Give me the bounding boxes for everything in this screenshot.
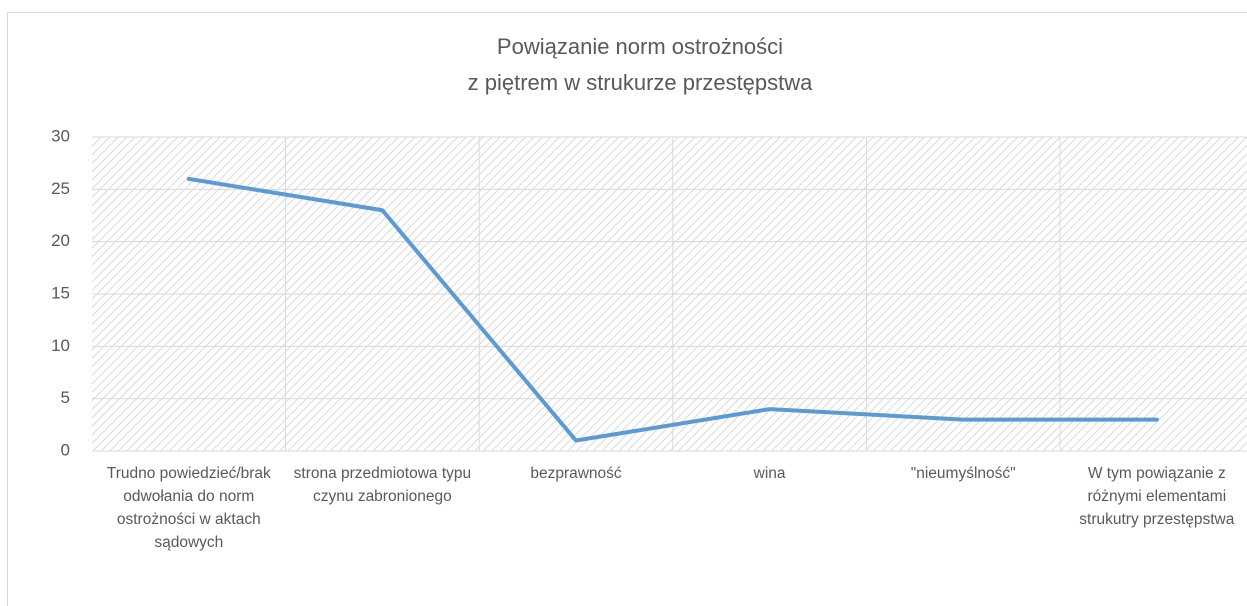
x-tick-label: strona przedmiotowa typu czynu zabronion…	[293, 465, 472, 505]
chart-title: Powiązanie norm ostrożności	[497, 34, 783, 59]
y-tick-label: 20	[51, 231, 70, 250]
chart-border	[7, 12, 1247, 606]
y-tick-label: 10	[51, 336, 70, 355]
y-tick-label: 25	[51, 179, 70, 198]
chart-title: z piętrem w strukurze przestępstwa	[468, 70, 814, 95]
x-tick-label: bezprawność	[530, 465, 622, 482]
y-tick-label: 15	[51, 283, 70, 302]
y-tick-label: 5	[61, 388, 70, 407]
x-tick-label: W tym powiązanie z różnymi elementami st…	[1079, 465, 1235, 528]
data-line	[186, 176, 1159, 443]
x-tick-label: wina	[753, 465, 786, 482]
y-tick-label: 0	[61, 440, 70, 459]
x-tick-label: "nieumyślność"	[910, 465, 1016, 482]
y-tick-label: 30	[51, 126, 70, 145]
x-tick-label: Trudno powiedzieć/brak odwołania do norm…	[106, 465, 271, 551]
